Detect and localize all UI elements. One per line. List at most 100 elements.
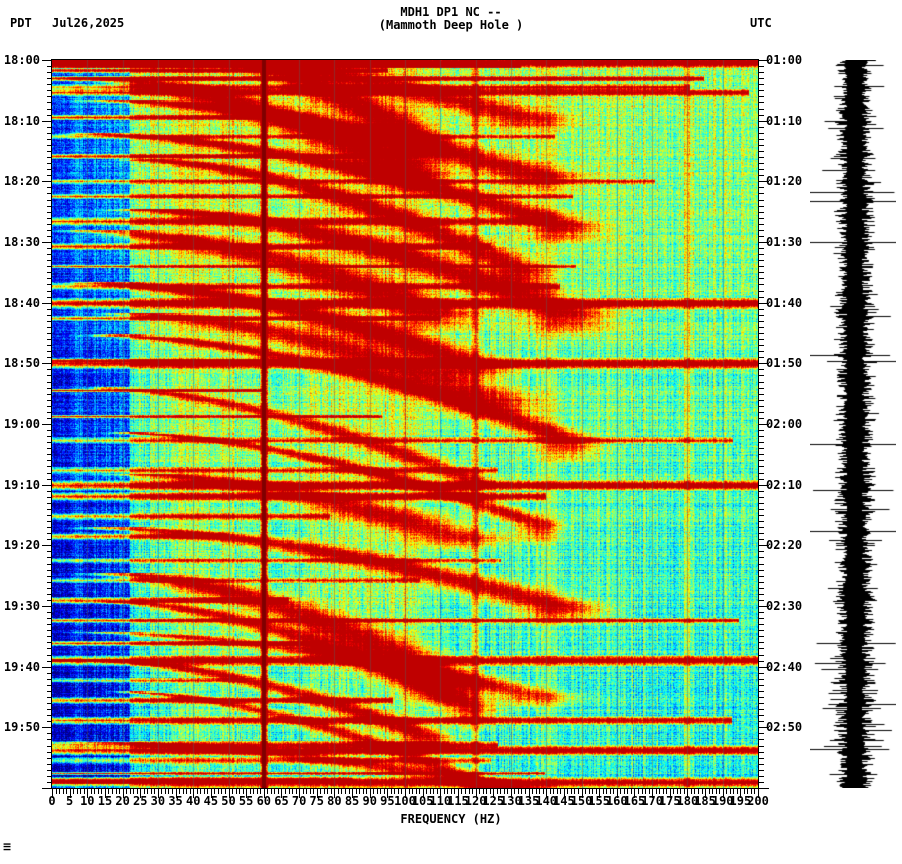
axis-tick bbox=[458, 789, 459, 798]
axis-tick bbox=[47, 685, 52, 686]
axis-tick bbox=[759, 242, 769, 243]
date-label: Jul26,2025 bbox=[52, 16, 125, 30]
axis-tick bbox=[759, 503, 764, 504]
axis-tick bbox=[620, 789, 621, 794]
axis-tick bbox=[687, 789, 688, 798]
axis-tick bbox=[73, 789, 74, 794]
x-axis-tick-label: 5 bbox=[66, 794, 74, 808]
axis-tick bbox=[299, 789, 300, 798]
axis-tick bbox=[759, 588, 764, 589]
axis-tick bbox=[751, 789, 752, 794]
axis-tick bbox=[440, 789, 441, 798]
axis-tick bbox=[758, 789, 759, 798]
y-axis-left-tick-label: 18:40 bbox=[3, 295, 40, 310]
axis-tick bbox=[567, 789, 568, 794]
axis-tick bbox=[511, 789, 512, 798]
axis-tick bbox=[759, 315, 764, 316]
axis-tick bbox=[433, 789, 434, 794]
axis-tick bbox=[105, 789, 106, 798]
axis-tick bbox=[165, 789, 166, 794]
axis-tick bbox=[759, 758, 764, 759]
axis-tick bbox=[47, 673, 52, 674]
axis-tick bbox=[47, 254, 52, 255]
axis-tick bbox=[190, 789, 191, 794]
axis-tick bbox=[759, 661, 764, 662]
axis-tick bbox=[47, 406, 52, 407]
axis-tick bbox=[759, 72, 764, 73]
x-axis-tick-label: 70 bbox=[291, 794, 307, 808]
axis-tick bbox=[183, 789, 184, 794]
axis-tick bbox=[292, 789, 293, 794]
axis-tick bbox=[47, 570, 52, 571]
x-axis-title: FREQUENCY (HZ) bbox=[400, 812, 502, 826]
axis-tick bbox=[677, 789, 678, 794]
axis-tick bbox=[759, 576, 764, 577]
axis-tick bbox=[42, 60, 52, 61]
axis-tick bbox=[168, 789, 169, 794]
x-axis-tick-label: 170 bbox=[641, 794, 663, 808]
axis-tick bbox=[47, 412, 52, 413]
axis-tick bbox=[759, 721, 764, 722]
axis-tick bbox=[759, 206, 764, 207]
axis-tick bbox=[759, 412, 764, 413]
axis-tick bbox=[260, 789, 261, 794]
axis-tick bbox=[394, 789, 395, 794]
seismogram-canvas bbox=[810, 60, 896, 788]
axis-tick bbox=[274, 789, 275, 794]
axis-tick bbox=[461, 789, 462, 794]
axis-tick bbox=[47, 163, 52, 164]
axis-tick bbox=[306, 789, 307, 794]
axis-tick bbox=[42, 606, 52, 607]
axis-tick bbox=[243, 789, 244, 794]
axis-tick bbox=[514, 789, 515, 794]
axis-tick bbox=[47, 327, 52, 328]
axis-tick bbox=[578, 789, 579, 794]
axis-tick bbox=[47, 582, 52, 583]
y-axis-right-tick-label: 01:10 bbox=[766, 113, 803, 128]
x-axis-tick-label: 100 bbox=[394, 794, 416, 808]
axis-tick bbox=[759, 200, 764, 201]
axis-tick bbox=[47, 236, 52, 237]
axis-tick bbox=[759, 479, 764, 480]
axis-tick bbox=[200, 789, 201, 794]
axis-tick bbox=[47, 770, 52, 771]
y-axis-right-tick-label: 01:50 bbox=[766, 356, 803, 371]
axis-tick bbox=[610, 789, 611, 794]
x-axis-tick-label: 25 bbox=[133, 794, 148, 808]
axis-tick bbox=[759, 175, 764, 176]
axis-tick bbox=[112, 789, 113, 794]
axis-tick bbox=[47, 557, 52, 558]
axis-tick bbox=[680, 789, 681, 794]
y-axis-left-tick-label: 19:10 bbox=[3, 477, 40, 492]
spectrogram-plot[interactable] bbox=[52, 60, 758, 788]
x-axis-tick-label: 65 bbox=[274, 794, 289, 808]
axis-tick bbox=[278, 789, 279, 794]
axis-tick bbox=[546, 789, 547, 798]
axis-tick bbox=[759, 448, 764, 449]
axis-tick bbox=[42, 424, 52, 425]
axis-tick bbox=[416, 789, 417, 794]
axis-tick bbox=[47, 291, 52, 292]
axis-tick bbox=[759, 139, 764, 140]
axis-tick bbox=[759, 515, 764, 516]
axis-tick bbox=[712, 789, 713, 794]
axis-tick bbox=[759, 291, 764, 292]
axis-tick bbox=[47, 115, 52, 116]
y-axis-right-tick-label: 01:30 bbox=[766, 235, 803, 249]
axis-tick bbox=[47, 697, 52, 698]
axis-tick bbox=[47, 491, 52, 492]
axis-tick bbox=[158, 789, 159, 798]
axis-tick bbox=[759, 545, 769, 546]
axis-tick bbox=[469, 789, 470, 794]
axis-tick bbox=[204, 789, 205, 794]
axis-tick bbox=[759, 570, 764, 571]
axis-tick bbox=[759, 375, 764, 376]
axis-tick bbox=[47, 309, 52, 310]
axis-tick bbox=[47, 187, 52, 188]
axis-tick bbox=[126, 789, 127, 794]
axis-tick bbox=[264, 789, 265, 798]
axis-tick bbox=[759, 388, 764, 389]
x-axis-tick-label: 30 bbox=[150, 794, 166, 808]
axis-tick bbox=[759, 782, 764, 783]
axis-tick bbox=[744, 789, 745, 794]
